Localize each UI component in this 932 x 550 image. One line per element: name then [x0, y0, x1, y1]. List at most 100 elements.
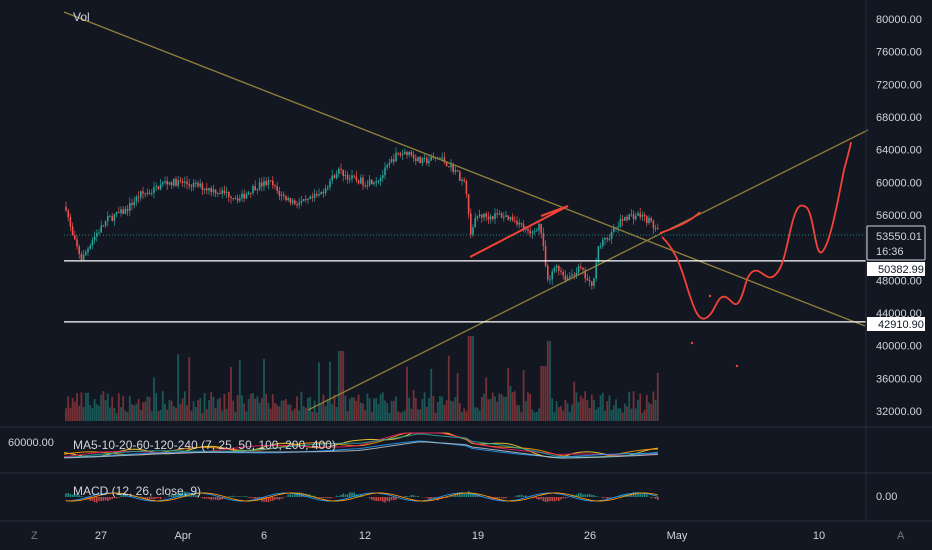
candle-body [610, 231, 613, 240]
macd-bar [221, 497, 223, 500]
time-tick-label: 10 [813, 530, 825, 542]
volume-bar [296, 396, 298, 421]
macd-bar [148, 497, 151, 500]
candle-body [555, 265, 558, 269]
candle-body [294, 200, 296, 205]
candle-body [630, 214, 633, 216]
volume-bar [159, 410, 162, 421]
candle-body [564, 275, 567, 281]
volume-bar [430, 368, 433, 421]
projection-path-up[interactable] [659, 211, 701, 234]
candle-body [192, 182, 195, 187]
ascending-trendline[interactable] [307, 129, 869, 411]
projection-path-wave[interactable] [661, 141, 852, 320]
volume-bar [252, 393, 254, 421]
volume-bar [373, 398, 375, 421]
macd-bar [547, 497, 549, 502]
candle-body [538, 223, 540, 231]
volume-bar [71, 397, 74, 421]
volume-bar [379, 394, 382, 421]
drawings[interactable] [469, 141, 852, 368]
candle-body [445, 162, 448, 167]
volume-bar [318, 362, 320, 421]
volume-bar [590, 394, 593, 421]
macd-bar [580, 493, 582, 497]
candle-body [364, 185, 366, 187]
macd-bar [564, 497, 567, 499]
volume-bar [227, 391, 230, 421]
time-tick-label: May [667, 530, 688, 542]
volume-bar [463, 408, 466, 421]
candle-body [272, 180, 274, 186]
macd-bar [608, 497, 611, 499]
candle-body [551, 271, 553, 280]
candle-body [300, 201, 303, 203]
volume-bar [359, 402, 362, 421]
macd-bar [533, 497, 536, 498]
macd-bar [522, 495, 525, 497]
volume-bar [120, 407, 122, 421]
macd-bar [265, 497, 267, 502]
macd-bar [496, 497, 498, 499]
candle-body [533, 231, 536, 233]
candle-body [569, 276, 571, 278]
candle-body [641, 214, 644, 217]
macd-bar [472, 493, 474, 497]
candle-body [135, 196, 138, 202]
red-triangle-drawing[interactable] [469, 205, 569, 258]
volume-bar [579, 395, 582, 421]
macd-bar [93, 497, 96, 503]
volume-bar [335, 407, 338, 421]
volume-bar [208, 399, 210, 421]
candle-body [80, 253, 83, 260]
candle-body [115, 212, 118, 215]
candle-body [85, 252, 87, 255]
candle-body [252, 186, 254, 194]
volume-bar [153, 377, 155, 421]
trend-lines[interactable] [63, 11, 869, 411]
candle-body [219, 193, 221, 195]
macd-bar [316, 497, 318, 498]
macd-bar [228, 496, 230, 497]
auto-scale-button[interactable]: A [897, 530, 905, 542]
macd-bar [498, 497, 501, 499]
volume-bar [447, 355, 450, 421]
macd-bar [373, 497, 375, 501]
timezone-button[interactable]: Z [31, 530, 38, 542]
macd-bar [410, 494, 413, 497]
candle-body [129, 203, 131, 211]
time-axis[interactable]: 27 Apr 6 12 19 26 May 10 [95, 530, 825, 542]
candle-body [443, 157, 446, 163]
candle-body [175, 178, 177, 186]
candle-body [320, 192, 322, 195]
volume-bar [282, 400, 285, 421]
candle-body [509, 216, 512, 220]
macd-panel-label[interactable]: MACD (12, 26, close, 9) [73, 484, 201, 498]
volume-bar [293, 408, 296, 421]
ma-lines [63, 432, 659, 459]
volume-bar [467, 336, 470, 421]
candle-body [470, 213, 472, 235]
ma-panel-label[interactable]: MA5-10-20-60-120-240 (7, 25, 50, 100, 20… [73, 438, 336, 452]
price-axis[interactable]: 80000.00 76000.00 72000.00 68000.00 64000.00… [876, 14, 922, 418]
volume-bar [645, 394, 648, 421]
macd-bar [549, 497, 551, 501]
candle-body [544, 245, 547, 266]
candle-body [608, 239, 611, 241]
macd-bar [250, 497, 252, 498]
volume-bar [531, 409, 534, 421]
volume-bar [364, 410, 367, 421]
volume-bar [93, 399, 96, 421]
candle-body [208, 187, 210, 191]
horizontal-levels[interactable] [64, 260, 866, 323]
svg-text:A: A [897, 530, 905, 542]
macd-bar [375, 497, 377, 501]
candle-body [217, 193, 219, 195]
candle-body [250, 192, 252, 194]
descending-trendline[interactable] [63, 11, 866, 327]
macd-bar [80, 495, 83, 497]
candle-body [179, 180, 182, 182]
volume-bar [560, 405, 562, 421]
